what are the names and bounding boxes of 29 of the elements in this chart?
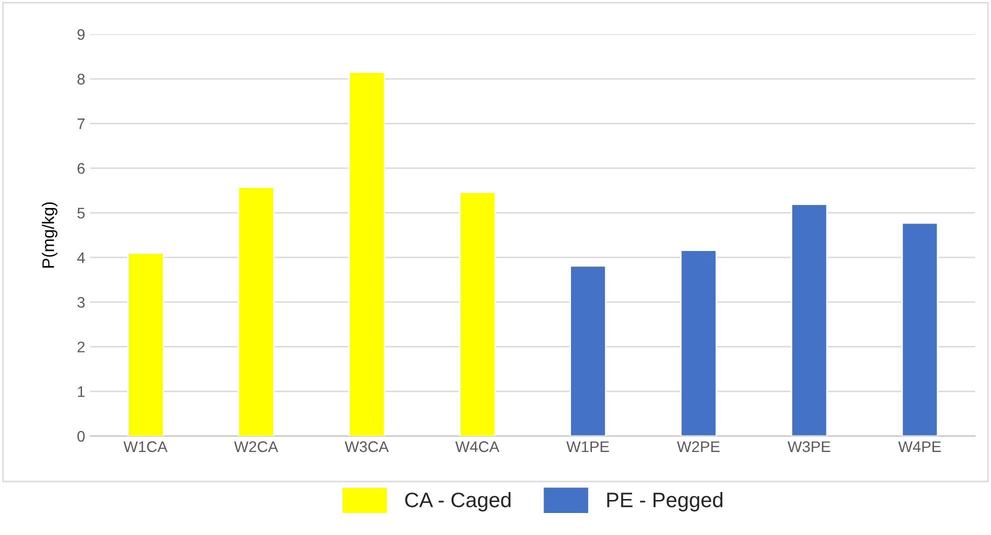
bar xyxy=(790,204,828,436)
bar xyxy=(348,71,386,436)
x-tick-label: W1CA xyxy=(123,441,168,452)
legend-label: CA - Caged xyxy=(405,492,510,512)
x-tick-label: W1PE xyxy=(566,441,609,452)
y-tick-label: 6 xyxy=(78,163,85,174)
x-tick-label: W4PE xyxy=(898,441,941,452)
bar xyxy=(680,250,717,436)
x-tick-label: W2PE xyxy=(677,441,720,452)
x-tick-label: W4CA xyxy=(455,441,500,452)
bar xyxy=(901,222,938,436)
legend-label: PE - Pegged xyxy=(607,492,722,512)
y-tick-label: 9 xyxy=(78,29,85,40)
bar xyxy=(238,186,275,436)
bar xyxy=(458,192,496,436)
x-tick-label: W3PE xyxy=(788,441,830,452)
y-tick-label: 1 xyxy=(78,386,85,397)
y-tick-label: 5 xyxy=(77,208,85,218)
y-axis-title: P(mg/kg) xyxy=(42,202,58,268)
y-tick-label: 3 xyxy=(77,296,85,308)
x-tick-label: W3CA xyxy=(344,441,389,452)
y-tick-label: 4 xyxy=(77,252,85,263)
y-tick-label: 0 xyxy=(77,430,85,442)
y-tick-label: 7 xyxy=(78,118,85,130)
bar xyxy=(570,265,606,436)
x-tick-label: W2CA xyxy=(234,441,278,452)
bar xyxy=(127,252,164,436)
y-tick-label: 8 xyxy=(77,74,85,85)
y-tick-label: 2 xyxy=(78,342,85,352)
